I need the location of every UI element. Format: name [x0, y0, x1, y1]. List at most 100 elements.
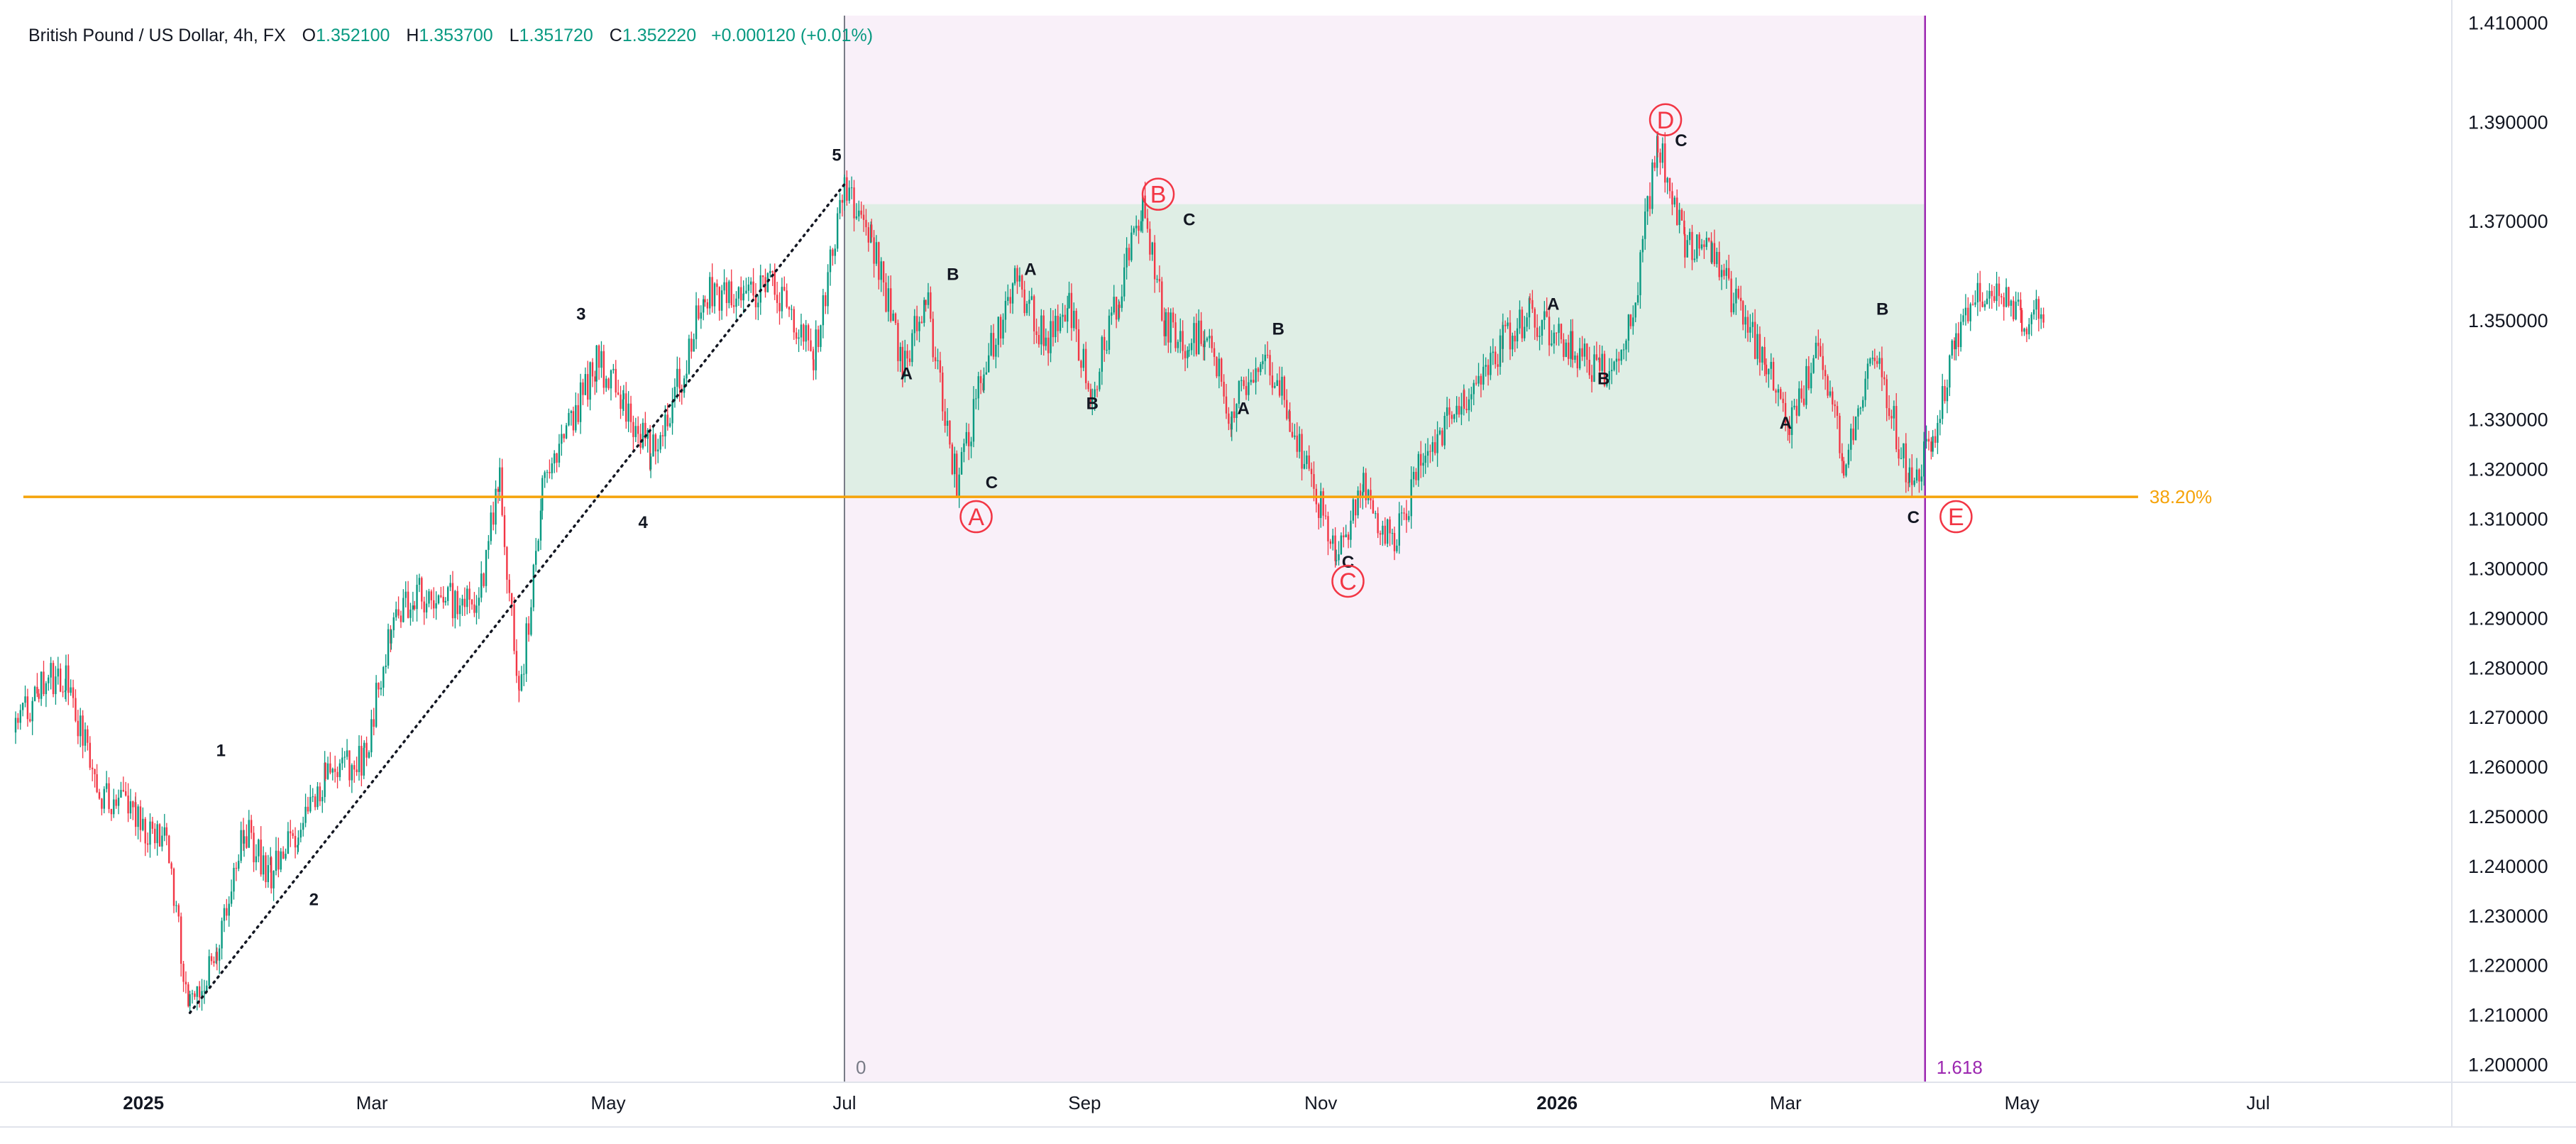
candle-body [201, 991, 203, 998]
candle-body [1744, 317, 1746, 325]
candle-body [803, 324, 805, 342]
candle-body [716, 283, 718, 287]
candle-body [168, 835, 170, 864]
candle-body [1553, 332, 1556, 344]
candle-body [428, 591, 430, 604]
candle-body [134, 802, 137, 827]
candle-body [255, 856, 258, 863]
candle-body [668, 423, 671, 427]
candle-body [182, 964, 185, 982]
time-zone-end-label: 1.618 [1937, 1057, 1983, 1078]
candle-body [1641, 238, 1644, 253]
price-axis[interactable]: 1.200000 1.210000 1.220000 1.230000 1.240000… [2451, 0, 2548, 1127]
candle-body [40, 671, 43, 699]
candle-body [1822, 356, 1824, 370]
price-tick-label: 1.330000 [2468, 409, 2548, 431]
candle-body [1845, 464, 1847, 476]
candle-body [1639, 252, 1641, 295]
candle-body [1187, 350, 1189, 358]
candle-body [1436, 434, 1438, 453]
candle-body [786, 290, 788, 307]
candle-body [1742, 301, 1744, 325]
price-tick-label: 1.390000 [2468, 111, 2548, 133]
candle-body [1949, 355, 1951, 388]
wave-label-a: A [1237, 399, 1249, 418]
candle-body [1365, 473, 1367, 500]
candle-body [1497, 364, 1499, 367]
candle-body [409, 609, 412, 618]
candle-body [400, 615, 402, 622]
candle-body [1177, 341, 1179, 348]
symbol-exchange: FX [263, 26, 286, 45]
candle-body [1861, 400, 1864, 408]
candle-body [1396, 545, 1398, 551]
candle-body [629, 403, 632, 422]
candle-body [1761, 346, 1763, 363]
time-zone-start-label: 0 [856, 1057, 866, 1078]
candle-body [1057, 315, 1059, 331]
candle-body [228, 903, 230, 916]
candle-body [925, 299, 927, 305]
wave-circle-b [1141, 177, 1175, 211]
candle-body [832, 249, 834, 256]
candle-body [382, 666, 385, 688]
candle-body [1620, 349, 1622, 361]
candle-body [304, 806, 307, 823]
candle-body [1763, 346, 1766, 365]
candle-body [1451, 414, 1453, 419]
candle-body [1030, 296, 1033, 300]
candle-body [862, 214, 865, 220]
candle-body [1775, 390, 1777, 393]
time-axis[interactable]: 2025 Mar May Jul Sep Nov 2026 Mar May Jul [0, 1082, 2576, 1128]
candle-body [1050, 321, 1052, 353]
candle-body [1590, 375, 1593, 383]
candle-body [1011, 283, 1014, 304]
candle-body [1588, 359, 1590, 375]
candle-body [815, 329, 817, 370]
candle-body [1514, 336, 1516, 342]
candle-body [985, 372, 988, 375]
candle-body [64, 690, 67, 693]
candle-body [1793, 405, 1795, 407]
candle-body [825, 295, 827, 307]
candle-body [1420, 453, 1422, 466]
candle-body [1415, 471, 1417, 480]
candle-body [754, 295, 757, 307]
candle-body [1248, 382, 1250, 395]
candle-body [750, 281, 752, 285]
candle-body [458, 605, 461, 615]
candle-body [1334, 535, 1336, 561]
candle-body [267, 865, 270, 882]
candle-body [822, 295, 825, 326]
candle-body [1018, 275, 1021, 282]
candle-body [463, 598, 466, 607]
candle-body [368, 752, 370, 758]
candle-body [1847, 449, 1850, 465]
candle-body [742, 293, 745, 295]
candle-body [294, 835, 297, 848]
candle-body [958, 474, 960, 497]
candle-body [848, 187, 850, 201]
candle-body [1688, 231, 1691, 241]
candle-body [1448, 407, 1451, 415]
candle-body [1613, 361, 1615, 370]
candle-body [223, 908, 226, 921]
candle-body [875, 242, 878, 264]
candle-body [1231, 411, 1233, 430]
candle-body [1118, 304, 1120, 320]
candle-body [1240, 380, 1243, 381]
candle-body [1235, 404, 1238, 418]
candle-body [17, 717, 19, 723]
candle-body [91, 767, 94, 769]
candle-body [800, 324, 803, 338]
candle-body [970, 441, 972, 446]
candle-body [492, 512, 495, 525]
symbol-name: British Pound / US Dollar [28, 26, 224, 45]
candle-body [1310, 468, 1313, 475]
candle-body [1955, 333, 1957, 350]
low-label: L [509, 26, 519, 45]
candle-body [1565, 342, 1567, 357]
candle-body [29, 719, 31, 722]
candle-body [1625, 341, 1627, 350]
